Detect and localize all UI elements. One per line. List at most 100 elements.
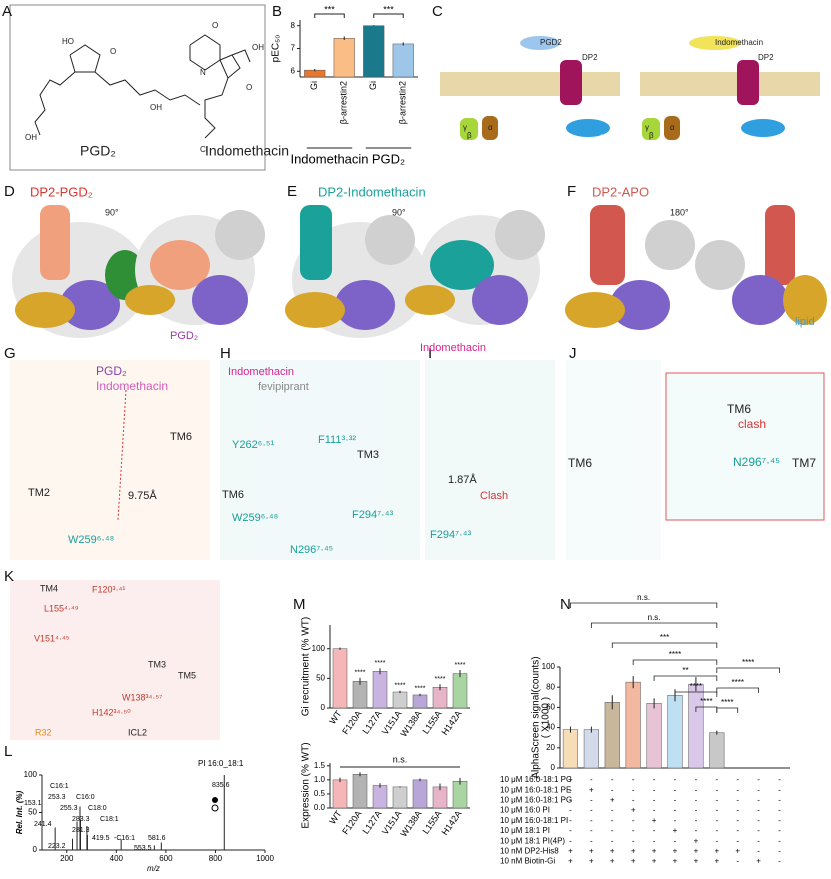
bar [392, 43, 414, 78]
condition-sign: - [632, 836, 635, 845]
condition-sign: - [674, 816, 677, 825]
bar [332, 779, 348, 809]
y-tick-label: 0 [33, 845, 38, 854]
condition-sign: - [736, 816, 739, 825]
label: TM4 [40, 583, 58, 593]
bar [625, 681, 641, 769]
precursor-marker [212, 797, 218, 803]
chain [34, 71, 76, 136]
label: Indomethacin [715, 38, 763, 47]
label: 90° [105, 207, 119, 217]
label: Indomethacin [420, 342, 486, 354]
bracket [590, 622, 718, 628]
group-label: PGD₂ [372, 151, 405, 166]
condition-sign: + [568, 857, 573, 866]
y-axis-label: Rel. Int. (%) [15, 790, 24, 834]
significance: **** [732, 678, 744, 687]
x-tick-label: 800 [209, 854, 223, 863]
condition-sign: - [778, 836, 781, 845]
bracket [570, 602, 718, 608]
condition-sign: - [715, 785, 718, 794]
condition-label: 10 μM 16:0-18:1 PG [500, 796, 572, 805]
x-tick-label: W138A [398, 809, 423, 839]
condition-sign: - [778, 775, 781, 784]
condition-sign: - [569, 816, 572, 825]
condition-sign: - [757, 847, 760, 856]
condition-sign: - [590, 816, 593, 825]
label: β [649, 131, 654, 140]
label: Indomethacin [96, 379, 168, 393]
y-tick-label: 7 [291, 44, 296, 53]
label: TM6 [727, 402, 751, 416]
condition-sign: - [778, 806, 781, 815]
bar [583, 729, 599, 769]
label: TM3 [148, 659, 166, 669]
condition-sign: - [757, 826, 760, 835]
condition-sign: - [611, 826, 614, 835]
label: Clash [480, 490, 508, 502]
label: OH [25, 133, 37, 142]
condition-sign: - [778, 785, 781, 794]
receptor [560, 60, 582, 105]
label: D [4, 183, 15, 200]
label: DP2-PGD₂ [30, 184, 93, 199]
x-tick-label: WT [327, 808, 344, 826]
condition-sign: - [632, 796, 635, 805]
label: PGD₂ [170, 330, 198, 342]
label: R32 [35, 727, 52, 737]
bracket [716, 667, 780, 673]
condition-sign: - [757, 796, 760, 805]
condition-sign: - [778, 847, 781, 856]
condition-sign: - [736, 785, 739, 794]
condition-sign: - [674, 775, 677, 784]
condition-label: 10 μM 18:1 PI [500, 826, 550, 835]
condition-sign: - [695, 826, 698, 835]
peak-label: 253.3 [48, 794, 66, 801]
label: TM7 [792, 456, 816, 470]
significance: **** [690, 682, 702, 691]
peak-label: 553.5 [134, 845, 152, 852]
bar [646, 703, 662, 769]
condition-sign: + [694, 847, 699, 856]
bracket [314, 13, 345, 18]
value-label: **** [435, 676, 446, 683]
fragment-label: -C16:1 [114, 835, 135, 842]
label: DP2-APO [592, 184, 649, 199]
arrestin [566, 119, 610, 137]
condition-sign: - [611, 806, 614, 815]
label: N [560, 596, 571, 613]
condition-sign: - [590, 806, 593, 815]
y-tick-label: 0 [551, 763, 556, 772]
label: DP2 [758, 53, 774, 62]
y-tick-label: 1.0 [314, 775, 326, 784]
y-axis-label: Expression (% WT) [301, 742, 312, 828]
bar [432, 687, 448, 709]
peak-label: 581.6 [148, 835, 166, 842]
condition-sign: - [569, 806, 572, 815]
condition-sign: - [674, 806, 677, 815]
x-axis-label: m/z [147, 864, 160, 873]
g-alpha [664, 116, 680, 140]
x-tick-label: H142A [440, 709, 464, 737]
condition-sign: - [569, 785, 572, 794]
bar [333, 37, 355, 78]
y-tick-label: 20 [546, 743, 555, 752]
label: 1.87Å [448, 473, 477, 486]
label: clash [738, 417, 766, 431]
x-tick-label: β-arrestin2 [339, 81, 349, 124]
condition-sign: - [590, 796, 593, 805]
label: W259⁶·⁴⁸ [68, 534, 114, 546]
y-axis-label: Gi recruitment (% WT) [301, 617, 312, 716]
condition-sign: - [611, 785, 614, 794]
label: TM2 [28, 487, 50, 499]
membrane [640, 72, 820, 96]
significance: **** [700, 697, 712, 706]
y-tick-label: 100 [312, 644, 326, 653]
label: F [567, 183, 576, 200]
condition-sign: - [569, 836, 572, 845]
label: A [2, 3, 12, 20]
panel-a-frame [9, 4, 266, 171]
condition-sign: + [673, 847, 678, 856]
y-tick-label: 0.0 [314, 803, 326, 812]
condition-sign: - [653, 836, 656, 845]
